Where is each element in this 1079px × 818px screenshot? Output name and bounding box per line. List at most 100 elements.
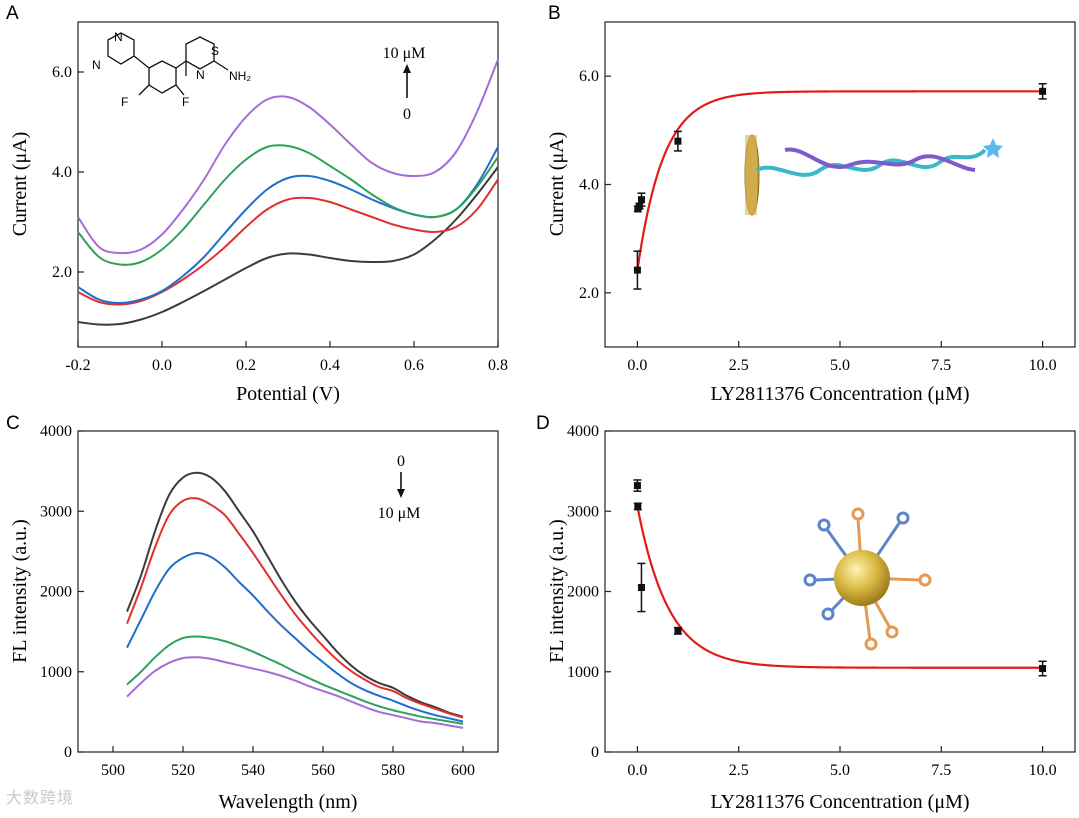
panel-a-annotation-bottom: 0: [403, 106, 411, 123]
ytick-label: 6.0: [579, 68, 599, 85]
panel-a-chart: -0.2 0.0 0.2 0.4 0.6 0.8 2.0 4.0 6.0 Potential (…: [9, 21, 508, 405]
ytick-label: 1000: [40, 664, 72, 681]
watermark: 大数跨境: [6, 788, 75, 807]
series-line-4: [77, 144, 499, 266]
panel-d-chart: 0.0 2.5 5.0 7.5 10.0 0 1000 2000 3000 4000: [546, 423, 1076, 813]
ytick-label: 4000: [40, 423, 72, 440]
xtick-label: 0.8: [488, 357, 508, 374]
xtick-label: 0.0: [627, 762, 647, 779]
panel-c-axes: 500 520 540 560 580 600 0 1000 2000 3000 4000: [40, 423, 475, 779]
panel-d-ylabel: FL intensity (a.u.): [546, 519, 568, 663]
panel-c-annotation-bottom: 10 μM: [378, 505, 421, 522]
panel-b-chart: 0.0 2.5 5.0 7.5 10.0 2.0 4.0 6.0 LY2811376 Conc…: [546, 21, 1076, 405]
ytick-label: 2.0: [52, 264, 72, 281]
mol-label-n1: N: [114, 30, 123, 44]
xtick-label: 7.5: [931, 762, 951, 779]
panel-c-xlabel: Wavelength (nm): [219, 791, 358, 813]
fit-curve: [636, 90, 1043, 271]
mol-label-n3: N: [196, 68, 205, 82]
panel-b-points: [633, 83, 1047, 290]
panel-c-series: [126, 471, 464, 729]
xtick-label: 2.5: [729, 357, 749, 374]
panel-b-frame: [604, 21, 1076, 348]
panel-d-xlabel: LY2811376 Concentration (μM): [710, 791, 969, 813]
mol-label-s: S: [211, 44, 219, 58]
panel-a-series: [77, 59, 499, 326]
panel-c-arrowhead: [397, 489, 405, 498]
xtick-label: 0.6: [404, 357, 424, 374]
series-line-3: [126, 551, 464, 723]
ytick-label: 3000: [567, 503, 599, 520]
mol-label-f1: F: [121, 95, 128, 109]
ytick-label: 0: [591, 744, 599, 761]
panel-d-axes: 0.0 2.5 5.0 7.5 10.0 0 1000 2000 3000 4000: [567, 423, 1057, 779]
xtick-label: 600: [451, 762, 475, 779]
series-line-3: [77, 146, 499, 305]
series-line-5: [77, 59, 499, 255]
data-point-5: [1039, 665, 1047, 673]
panel-label-c: C: [6, 413, 20, 434]
panel-c-chart: 500 520 540 560 580 600 0 1000 2000 3000 4000 Wave…: [9, 423, 499, 813]
panel-b-fit: [636, 90, 1043, 271]
panel-a-arrowhead: [403, 64, 411, 73]
molecule-structure: [107, 32, 229, 96]
panel-a-frame: [77, 21, 499, 348]
molecule-labels: N N F F S N NH₂: [92, 30, 251, 109]
electrode-dna-illustration: [744, 134, 1003, 216]
panel-b-xlabel: LY2811376 Concentration (μM): [710, 383, 969, 405]
data-point-4: [637, 196, 645, 204]
xtick-label: 500: [101, 762, 125, 779]
data-point-3: [637, 583, 645, 591]
ytick-label: 3000: [40, 503, 72, 520]
ytick-label: 0: [64, 744, 72, 761]
series-line-4: [126, 635, 464, 725]
xtick-label: 0.0: [627, 357, 647, 374]
panel-b-axes: 0.0 2.5 5.0 7.5 10.0 2.0 4.0 6.0: [579, 68, 1057, 374]
panel-c-ylabel: FL intensity (a.u.): [9, 519, 31, 663]
series-line-2: [126, 497, 464, 719]
mol-label-nh2: NH₂: [229, 69, 251, 83]
xtick-label: 7.5: [931, 357, 951, 374]
panel-b-ylabel: Current (μA): [546, 132, 568, 237]
panel-a-xlabel: Potential (V): [236, 383, 340, 405]
data-point-2: [634, 502, 642, 510]
mol-label-f2: F: [182, 95, 189, 109]
ytick-label: 4000: [567, 423, 599, 440]
xtick-label: 5.0: [830, 762, 850, 779]
panel-label-d: D: [536, 413, 550, 434]
mol-label-n2: N: [92, 58, 101, 72]
series-line-1: [126, 471, 464, 718]
xtick-label: 580: [381, 762, 405, 779]
xtick-label: 10.0: [1029, 357, 1057, 374]
xtick-label: 0.2: [236, 357, 256, 374]
xtick-label: 0.4: [320, 357, 340, 374]
ytick-label: 2.0: [579, 285, 599, 302]
xtick-label: 0.0: [152, 357, 172, 374]
nanoparticle-illustration: [803, 507, 932, 651]
data-point-1: [633, 482, 641, 490]
xtick-label: 520: [171, 762, 195, 779]
data-point-1: [633, 266, 641, 274]
xtick-label: -0.2: [65, 357, 90, 374]
xtick-label: 540: [241, 762, 265, 779]
panel-label-a: A: [6, 3, 19, 24]
ytick-label: 2000: [567, 584, 599, 601]
panel-a-axes: -0.2 0.0 0.2 0.4 0.6 0.8 2.0 4.0 6.0: [52, 64, 508, 374]
ytick-label: 6.0: [52, 64, 72, 81]
panel-d-fit: [636, 506, 1043, 669]
panel-a-ylabel: Current (μA): [9, 132, 31, 237]
panel-label-b: B: [548, 3, 561, 24]
ytick-label: 2000: [40, 584, 72, 601]
data-point-6: [1039, 87, 1047, 95]
ytick-label: 4.0: [579, 177, 599, 194]
panel-a-annotation-top: 10 μM: [383, 45, 426, 62]
xtick-label: 2.5: [729, 762, 749, 779]
panel-c-annotation-top: 0: [397, 453, 405, 470]
ytick-label: 4.0: [52, 164, 72, 181]
panel-d-points: [633, 479, 1047, 677]
ytick-label: 1000: [567, 664, 599, 681]
xtick-label: 560: [311, 762, 335, 779]
series-line-2: [77, 178, 499, 306]
fit-curve: [636, 506, 1043, 669]
